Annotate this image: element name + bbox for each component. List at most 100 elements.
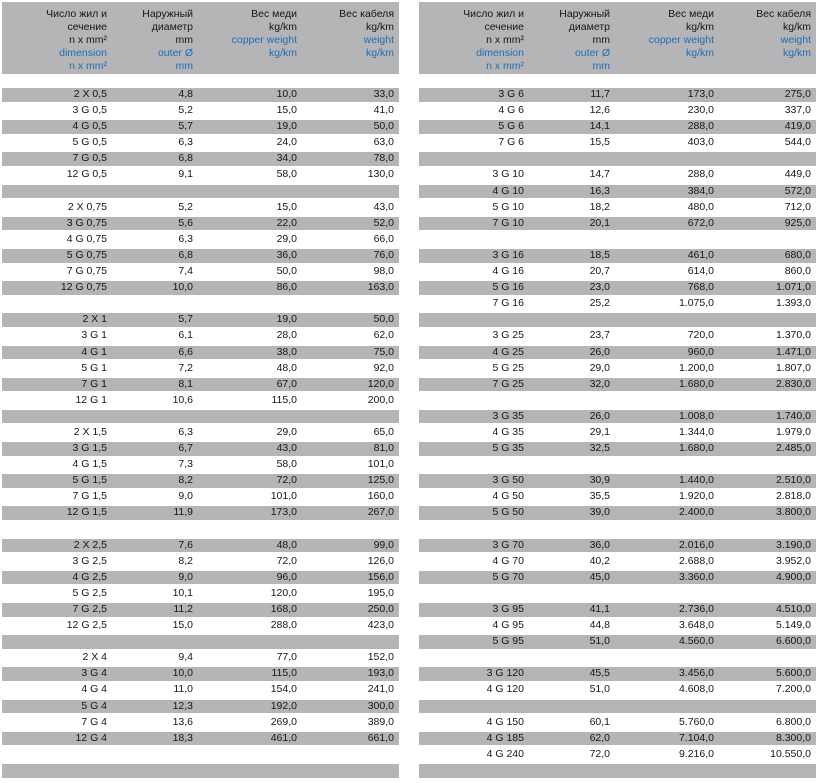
cell-cable-weight: 1.071,0 bbox=[775, 281, 811, 294]
table-row: 3 G 6 11,7 173,0 275,0 bbox=[419, 88, 816, 102]
cell-copper-weight: 72,0 bbox=[276, 554, 297, 567]
table-row: 5 G 0,5 6,3 24,0 63,0 bbox=[2, 136, 399, 150]
cell-copper-weight: 4.560,0 bbox=[678, 635, 714, 648]
table-row: 2 X 4 9,4 77,0 152,0 bbox=[2, 651, 399, 665]
cell-outer-diameter: 10,6 bbox=[172, 393, 193, 406]
cell-outer-diameter: 10,0 bbox=[172, 667, 193, 680]
table-rows-left: 2 X 0,5 4,8 10,0 33,0 3 G 0,5 5,2 15,0 41,0 4 G … bbox=[2, 88, 399, 778]
cell-dimension: 4 G 240 bbox=[486, 747, 524, 760]
cell-cable-weight: 50,0 bbox=[373, 313, 394, 326]
spacer-row bbox=[2, 522, 399, 537]
cell-outer-diameter: 5,2 bbox=[178, 104, 193, 117]
cell-outer-diameter: 5,7 bbox=[178, 120, 193, 133]
cell-dimension: 5 G 4 bbox=[81, 699, 107, 712]
cell-cable-weight: 62,0 bbox=[373, 329, 394, 342]
header-outer-diameter: Наружный диаметр mm outer Ø mm bbox=[529, 8, 614, 74]
cell-outer-diameter: 14,1 bbox=[589, 120, 610, 133]
table-row: 4 G 16 20,7 614,0 860,0 bbox=[419, 265, 816, 279]
cell-dimension: 5 G 16 bbox=[492, 281, 524, 294]
cell-copper-weight: 7.104,0 bbox=[678, 731, 714, 744]
header-outer-diameter-ru-line1: Наружный bbox=[559, 8, 610, 20]
cell-outer-diameter: 29,0 bbox=[589, 361, 610, 374]
spacer-row bbox=[2, 184, 399, 199]
table-row: 3 G 0,5 5,2 15,0 41,0 bbox=[2, 104, 399, 118]
cell-outer-diameter: 12,3 bbox=[172, 699, 193, 712]
cell-cable-weight: 1.370,0 bbox=[775, 329, 811, 342]
cell-dimension: 12 G 2,5 bbox=[66, 619, 107, 632]
cell-copper-weight: 154,0 bbox=[270, 683, 297, 696]
cell-dimension: 4 G 70 bbox=[492, 554, 524, 567]
cell-dimension: 3 G 4 bbox=[81, 667, 107, 680]
cell-cable-weight: 925,0 bbox=[784, 216, 811, 229]
cell-cable-weight: 41,0 bbox=[373, 104, 394, 117]
cell-cable-weight: 1.393,0 bbox=[775, 297, 811, 310]
table-row: 3 G 16 18,5 461,0 680,0 bbox=[419, 248, 816, 263]
cell-copper-weight: 269,0 bbox=[270, 715, 297, 728]
table-row: 7 G 6 15,5 403,0 544,0 bbox=[419, 136, 816, 150]
table-row: 4 G 120 51,0 4.608,0 7.200,0 bbox=[419, 683, 816, 698]
cell-copper-weight: 15,0 bbox=[276, 104, 297, 117]
cell-dimension: 4 G 0,5 bbox=[72, 120, 107, 133]
cell-dimension: 12 G 1,5 bbox=[66, 506, 107, 519]
cell-cable-weight: 99,0 bbox=[373, 538, 394, 551]
cell-outer-diameter: 6,7 bbox=[178, 442, 193, 455]
table-row: 2 X 2,5 7,6 48,0 99,0 bbox=[2, 538, 399, 553]
table-row: 12 G 2,5 15,0 288,0 423,0 bbox=[2, 619, 399, 633]
table-row: 7 G 2,5 11,2 168,0 250,0 bbox=[2, 603, 399, 617]
table-row: 5 G 35 32,5 1.680,0 2.485,0 bbox=[419, 442, 816, 456]
table-row: 3 G 35 26,0 1.008,0 1.740,0 bbox=[419, 409, 816, 424]
cell-cable-weight: 423,0 bbox=[367, 619, 394, 632]
cell-outer-diameter: 15,0 bbox=[172, 619, 193, 632]
cell-outer-diameter: 5,6 bbox=[178, 216, 193, 229]
cell-copper-weight: 1.075,0 bbox=[678, 297, 714, 310]
header-dimension-en: dimension bbox=[59, 47, 107, 59]
table-row: 3 G 0,75 5,6 22,0 52,0 bbox=[2, 216, 399, 231]
table-left: Число жил и сечение n x mm² dimension n … bbox=[2, 2, 399, 780]
cell-dimension: 12 G 0,75 bbox=[60, 281, 107, 294]
cell-outer-diameter: 16,3 bbox=[589, 184, 610, 197]
cell-outer-diameter: 7,2 bbox=[178, 361, 193, 374]
cell-outer-diameter: 11,0 bbox=[173, 683, 193, 696]
cell-dimension: 5 G 25 bbox=[492, 361, 524, 374]
cell-copper-weight: 1.680,0 bbox=[678, 377, 714, 390]
cell-outer-diameter: 20,7 bbox=[589, 265, 610, 278]
cell-outer-diameter: 26,0 bbox=[589, 345, 610, 358]
table-row: 5 G 50 39,0 2.400,0 3.800,0 bbox=[419, 506, 816, 521]
cell-outer-diameter: 11,7 bbox=[590, 88, 610, 100]
cell-outer-diameter: 7,6 bbox=[178, 538, 193, 551]
header-outer-diameter-unit-ru: mm bbox=[592, 34, 611, 46]
header-dimension-unit-en: n x mm² bbox=[69, 60, 107, 72]
cell-outer-diameter: 30,9 bbox=[589, 474, 610, 487]
header-dimension-ru-line1: Число жил и bbox=[463, 8, 524, 20]
table-row: 2 X 1,5 6,3 29,0 65,0 bbox=[2, 425, 399, 440]
header-dimension-ru-line2: сечение bbox=[484, 21, 524, 33]
cell-dimension: 4 G 35 bbox=[492, 425, 524, 438]
cell-outer-diameter: 23,0 bbox=[589, 281, 610, 294]
cell-cable-weight: 10.550,0 bbox=[770, 747, 811, 760]
table-row: 3 G 120 45,5 3.456,0 5.600,0 bbox=[419, 667, 816, 681]
table-row: 5 G 1 7,2 48,0 92,0 bbox=[2, 361, 399, 376]
cell-outer-diameter: 8,2 bbox=[178, 554, 193, 567]
table-row: 4 G 25 26,0 960,0 1.471,0 bbox=[419, 345, 816, 360]
table-row: 12 G 1,5 11,9 173,0 267,0 bbox=[2, 506, 399, 521]
header-outer-diameter-unit-en: mm bbox=[175, 60, 194, 72]
spacer-row bbox=[2, 409, 399, 424]
cell-cable-weight: 3.952,0 bbox=[775, 554, 811, 567]
cell-dimension: 5 G 0,5 bbox=[72, 136, 107, 149]
header-copper-weight: Вес меди kg/km copper weight kg/km bbox=[614, 8, 718, 74]
header-outer-diameter-en: outer Ø bbox=[574, 47, 610, 59]
header-copper-weight: Вес меди kg/km copper weight kg/km bbox=[197, 8, 301, 74]
cell-copper-weight: 2.736,0 bbox=[678, 603, 714, 615]
cell-copper-weight: 168,0 bbox=[270, 603, 297, 615]
table-row: 3 G 95 41,1 2.736,0 4.510,0 bbox=[419, 603, 816, 617]
table-row: 3 G 2,5 8,2 72,0 126,0 bbox=[2, 554, 399, 569]
cell-outer-diameter: 12,6 bbox=[589, 104, 610, 117]
cell-cable-weight: 1.471,0 bbox=[775, 345, 811, 358]
cell-copper-weight: 480,0 bbox=[687, 200, 714, 213]
table-row: 12 G 0,75 10,0 86,0 163,0 bbox=[2, 281, 399, 295]
cell-dimension: 7 G 4 bbox=[81, 715, 107, 728]
cell-dimension: 12 G 1 bbox=[75, 393, 107, 406]
cell-copper-weight: 29,0 bbox=[276, 425, 297, 438]
cell-copper-weight: 43,0 bbox=[276, 442, 297, 455]
cell-cable-weight: 267,0 bbox=[367, 506, 394, 519]
